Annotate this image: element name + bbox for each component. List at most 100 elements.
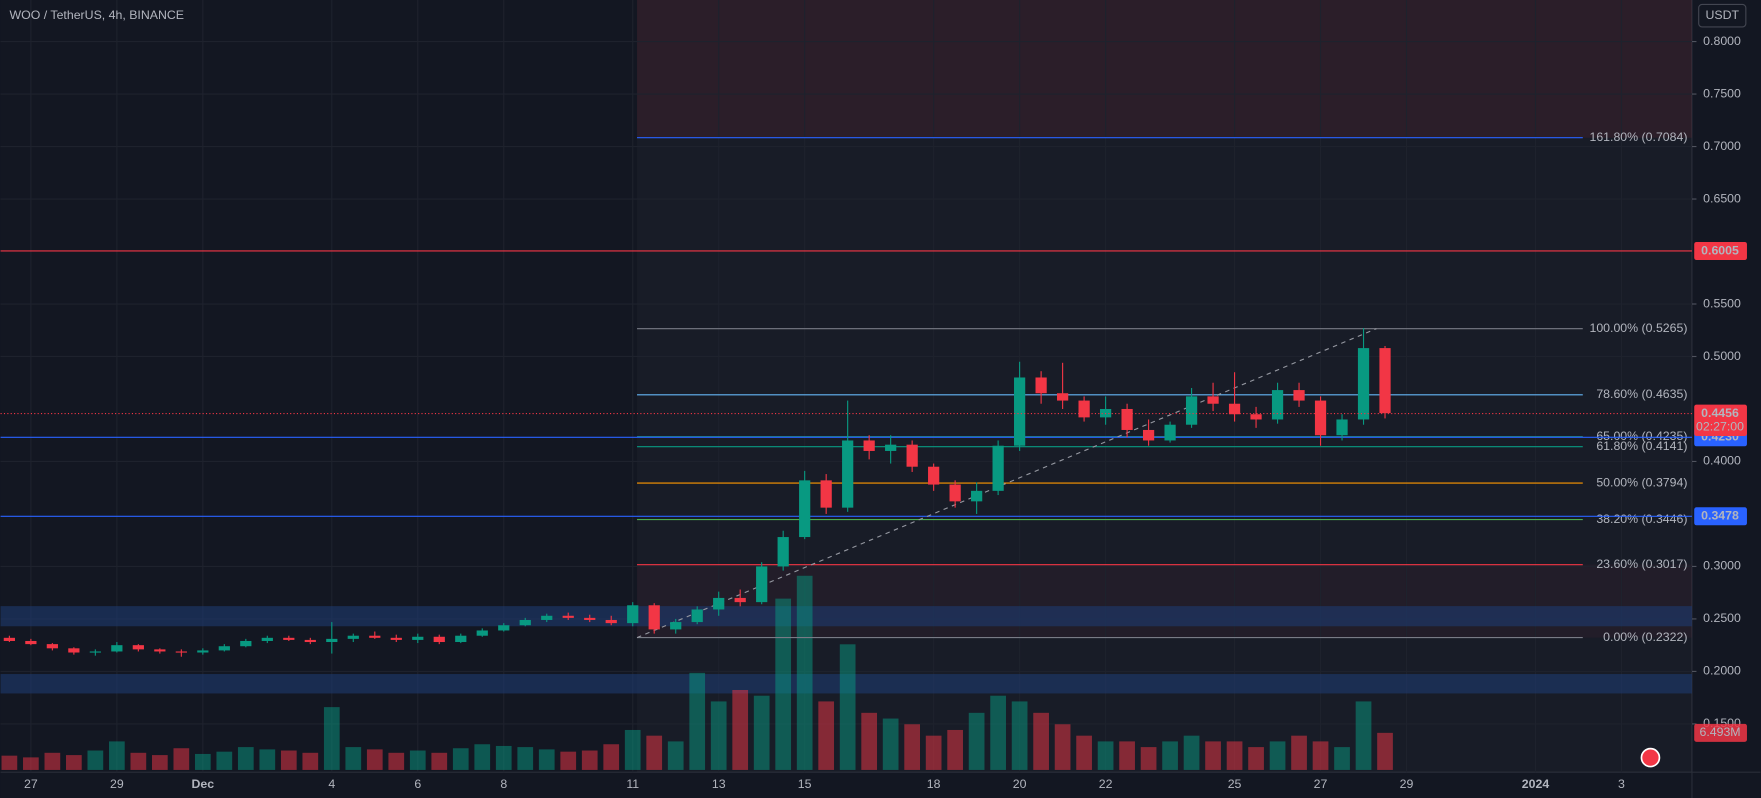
volume-bar	[1, 755, 18, 770]
volume-bar	[947, 729, 963, 770]
fib-label: 100.00% (0.5265)	[1589, 321, 1687, 335]
volume-bar	[689, 672, 706, 770]
y-tick-label: 0.7000	[1703, 139, 1741, 153]
candle-body	[648, 605, 660, 630]
candle-body	[412, 636, 424, 640]
volume-bar	[1119, 741, 1135, 770]
candle-body	[863, 440, 875, 451]
volume-bar	[710, 701, 727, 770]
candle-body	[261, 637, 273, 641]
volume-bar	[431, 752, 448, 770]
volume-bar	[1097, 741, 1114, 770]
volume-bar	[173, 748, 190, 770]
candle-body	[992, 445, 1004, 491]
candle-body	[455, 635, 467, 643]
volume-bar	[280, 750, 297, 770]
candle-body	[46, 644, 58, 649]
volume-tag-label: 6.493M	[1699, 725, 1740, 739]
volume-bar	[66, 755, 82, 770]
candle-body	[1164, 424, 1176, 441]
volume-bar	[1054, 724, 1071, 770]
candle-body	[326, 638, 338, 643]
candle-body	[1336, 419, 1348, 436]
trend-line	[636, 328, 1377, 639]
volume-bar	[1269, 741, 1286, 770]
x-tick-label: 20	[1013, 777, 1027, 791]
symbol-title: WOO / TetherUS, 4h, BINANCE	[10, 8, 184, 22]
fib-label: 61.80% (0.4141)	[1596, 439, 1687, 453]
candle-body	[3, 637, 15, 641]
y-tick-label: 0.8000	[1703, 34, 1741, 48]
volume-bar	[968, 712, 985, 770]
flag-icon	[1640, 747, 1661, 768]
x-tick-label: 6	[414, 777, 421, 791]
fib-label: 161.80% (0.7084)	[1589, 130, 1687, 144]
volume-bar	[1183, 735, 1200, 770]
volume-bar	[904, 724, 921, 770]
volume-bar	[1162, 741, 1178, 770]
volume-bar	[130, 752, 147, 770]
candle-body	[283, 637, 295, 640]
y-tick-label: 0.5500	[1703, 296, 1741, 310]
candle-body	[756, 566, 768, 603]
y-tick-label: 0.5000	[1703, 349, 1741, 363]
candle-body	[68, 648, 80, 653]
candle-body	[627, 605, 639, 624]
volume-bar	[1312, 741, 1329, 770]
volume-bar	[646, 735, 663, 770]
candle-body	[175, 651, 187, 653]
x-tick-label: 2024	[1522, 777, 1550, 791]
x-tick-label: 15	[798, 777, 812, 791]
x-tick-label: 8	[500, 777, 507, 791]
volume-bar	[108, 741, 125, 770]
candle-body	[1121, 408, 1133, 430]
volume-bar	[538, 749, 555, 770]
volume-bar	[23, 757, 39, 770]
volume-bar	[237, 747, 254, 770]
volume-bar	[87, 750, 104, 770]
candle-body	[1207, 396, 1219, 404]
candle-body	[584, 617, 596, 620]
candle-body	[1250, 414, 1262, 420]
candle-body	[197, 650, 209, 653]
candle-body	[777, 537, 789, 567]
volume-bar	[1076, 735, 1092, 770]
candle-body	[1357, 348, 1370, 420]
volume-bar	[1334, 747, 1350, 770]
fib-label: 65.00% (0.4235)	[1596, 429, 1687, 443]
candle-body	[1271, 390, 1284, 420]
candle-body	[842, 440, 854, 508]
x-tick-label: 11	[626, 777, 639, 791]
volume-bar	[839, 644, 856, 770]
x-tick-label: 25	[1228, 777, 1242, 791]
x-tick-label: 4	[328, 777, 335, 791]
candle-body	[971, 490, 983, 502]
volume-bar	[474, 744, 491, 770]
candle-body	[132, 645, 144, 650]
fib-upper-area	[637, 0, 1692, 138]
volume-bar	[495, 745, 512, 770]
candle-body	[734, 597, 746, 603]
volume-bar	[882, 718, 899, 770]
volume-bar	[1291, 735, 1307, 770]
x-tick-label: 27	[1314, 777, 1328, 791]
volume-bar	[667, 741, 684, 770]
candle-body	[25, 640, 37, 645]
volume-bar	[452, 748, 469, 770]
candle-body	[240, 640, 252, 647]
volume-bar	[1140, 747, 1157, 770]
candle-body	[218, 646, 230, 651]
x-tick-label: 22	[1099, 777, 1113, 791]
fib-label: 23.60% (0.3017)	[1596, 557, 1687, 571]
x-tick-label: 3	[1618, 777, 1625, 791]
x-tick-label: 29	[1400, 777, 1414, 791]
candle-body	[670, 622, 682, 630]
volume-bar	[925, 735, 942, 770]
candle-body	[1379, 348, 1391, 414]
x-tick-label: 29	[110, 777, 124, 791]
volume-bar	[151, 755, 168, 770]
candle-body	[519, 619, 531, 626]
candle-body	[89, 651, 101, 653]
volume-bar	[388, 752, 405, 770]
